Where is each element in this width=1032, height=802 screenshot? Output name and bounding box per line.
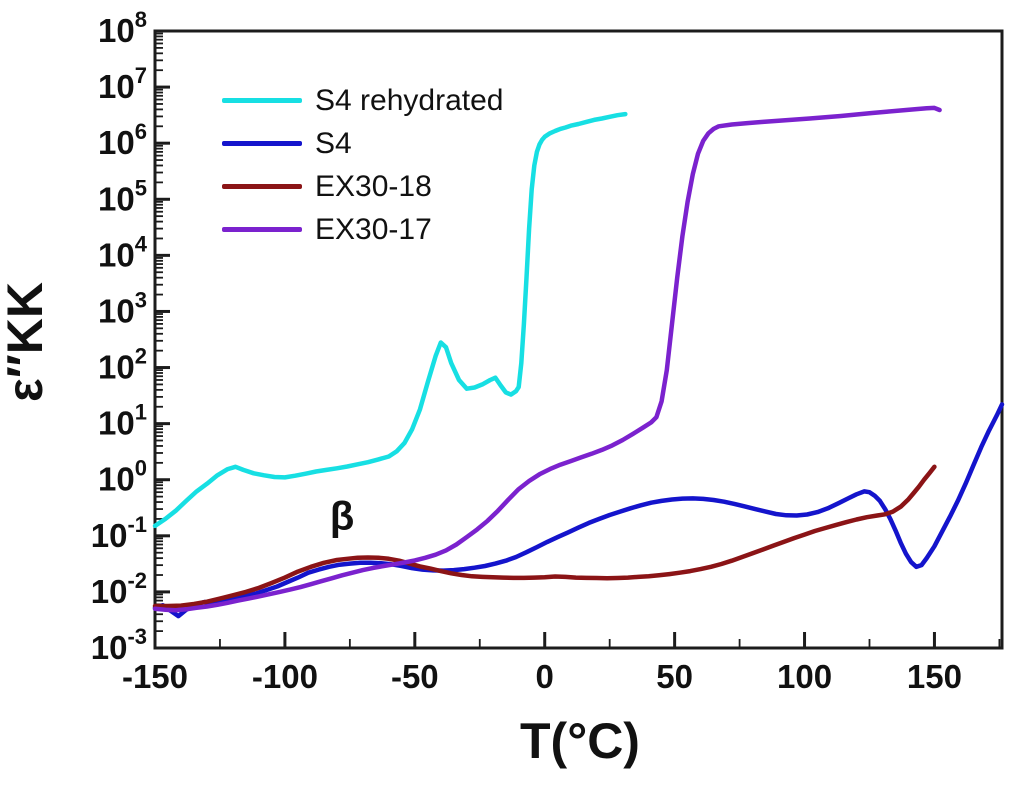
curve-s4 xyxy=(152,402,1005,619)
x-axis-title: T(°C) xyxy=(520,713,640,769)
y-tick-label: 104 xyxy=(98,231,148,273)
y-axis-ticks xyxy=(155,29,170,650)
legend-item: EX30-18 xyxy=(222,165,503,208)
x-tick-label: 150 xyxy=(907,658,962,695)
curve-ex30-17 xyxy=(152,105,942,613)
legend-line-swatch xyxy=(222,184,302,189)
y-axis-title: ε″KK xyxy=(0,282,53,402)
y-axis-tick-labels: 108 107 106 105 104 103 102 101 100 10-1 10-2 10-3 xyxy=(91,7,148,666)
legend-item: EX30-17 xyxy=(222,208,503,251)
legend-line-swatch xyxy=(222,141,302,146)
x-tick-label: 50 xyxy=(656,658,693,695)
y-tick-label: 103 xyxy=(98,287,147,329)
legend: S4 rehydrated S4 EX30-18 EX30-17 xyxy=(222,79,503,251)
y-tick-label: 10-3 xyxy=(91,624,147,666)
beta-annotation: β xyxy=(330,494,354,538)
x-tick-label: -100 xyxy=(252,658,318,695)
legend-item: S4 rehydrated xyxy=(222,79,503,122)
legend-item: S4 xyxy=(222,122,503,165)
curve-s4-rehydrated xyxy=(152,111,628,529)
data-curves xyxy=(152,105,1005,619)
legend-label: S4 rehydrated xyxy=(315,83,504,117)
plot-border xyxy=(153,29,1004,650)
x-axis-tick-labels: -150 -100 -50 0 50 100 150 xyxy=(122,658,962,695)
legend-label: EX30-17 xyxy=(315,212,432,246)
x-tick-label: 0 xyxy=(536,658,554,695)
x-tick-label: -150 xyxy=(122,658,188,695)
x-tick-label: -50 xyxy=(391,658,439,695)
y-tick-label: 10-2 xyxy=(91,568,147,610)
y-tick-label: 101 xyxy=(98,400,147,442)
y-tick-label: 100 xyxy=(98,456,147,498)
legend-line-swatch xyxy=(222,227,302,232)
legend-label: S4 xyxy=(315,126,352,160)
curve-ex30-18 xyxy=(152,464,937,609)
y-tick-label: 108 xyxy=(98,7,147,49)
x-tick-label: 100 xyxy=(777,658,832,695)
y-tick-label: 10-1 xyxy=(91,512,147,554)
y-tick-label: 105 xyxy=(98,175,147,217)
y-tick-label: 102 xyxy=(98,344,147,386)
y-tick-label: 107 xyxy=(98,63,147,105)
y-tick-label: 106 xyxy=(98,119,147,161)
legend-label: EX30-18 xyxy=(315,169,432,203)
legend-line-swatch xyxy=(222,98,302,103)
x-axis-ticks xyxy=(153,632,1001,648)
